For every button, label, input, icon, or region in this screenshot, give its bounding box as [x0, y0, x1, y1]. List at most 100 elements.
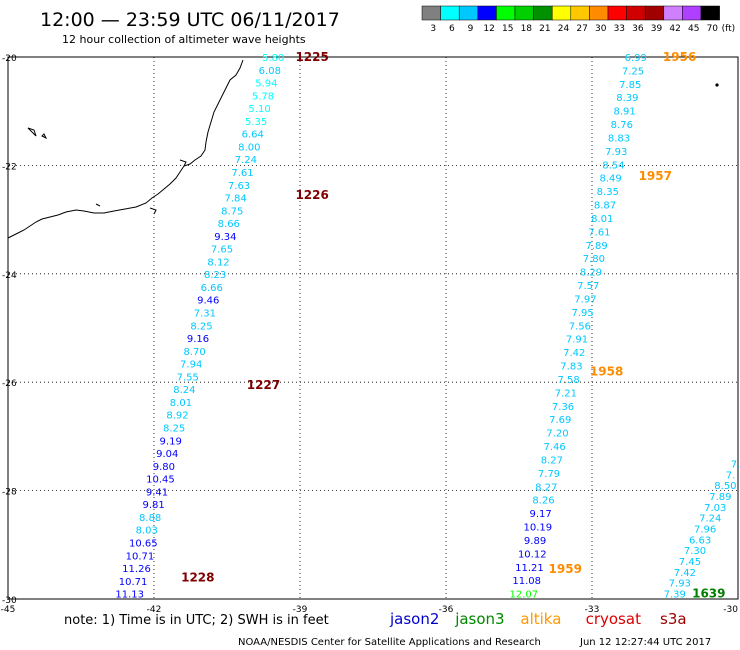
swh-value: 8.87 — [594, 201, 616, 212]
legend-swatch — [551, 5, 572, 21]
swh-value: 8.24 — [173, 385, 195, 396]
swh-value: 7.89 — [585, 241, 607, 252]
swh-value: 9.34 — [214, 232, 236, 243]
swh-value: 8.92 — [166, 411, 188, 422]
legend-bin-label: 30 — [595, 24, 607, 34]
swh-value: 8.91 — [613, 107, 635, 118]
swh-value: 7.69 — [549, 415, 571, 426]
legend-bin-label: 12 — [483, 24, 494, 34]
swh-value: 8.00 — [238, 142, 260, 153]
swh-value: 6.66 — [201, 283, 223, 294]
legend-bin-label: 39 — [651, 24, 663, 34]
legend-swatch — [570, 5, 590, 21]
swh-value: 8.23 — [204, 270, 226, 281]
graticule — [8, 57, 738, 599]
swh-value: 8.01 — [591, 214, 613, 225]
swh-value: 7.58 — [558, 375, 580, 386]
swh-value: 7.42 — [674, 568, 696, 579]
pass-time-label: 1639 — [692, 587, 725, 601]
swh-value: 9.89 — [524, 536, 546, 547]
pass-time-label: 1956 — [663, 50, 696, 64]
swh-value: 7.03 — [704, 503, 726, 514]
swh-value: 8.70 — [183, 347, 205, 358]
swh-value: 7.20 — [546, 429, 568, 440]
swh-value: 8.83 — [608, 133, 630, 144]
legend-bin-label: 3 — [430, 24, 436, 34]
swh-value: 8.35 — [597, 187, 619, 198]
swh-value: 9.19 — [160, 436, 182, 447]
swh-value: 9.41 — [146, 487, 168, 498]
pass-time-label: 1957 — [639, 169, 672, 183]
swh-value: 7.79 — [538, 469, 560, 480]
legend-bin-label: 15 — [502, 24, 513, 34]
legend-swatch — [496, 5, 516, 21]
legend-swatch — [421, 5, 441, 21]
swh-value: 8.54 — [602, 160, 624, 171]
swh-value: 8.88 — [139, 513, 161, 524]
map-frame — [7, 56, 739, 600]
lat-tick-label: -26 — [2, 379, 17, 389]
legend-swatch — [477, 5, 497, 21]
swh-value: 7.93 — [605, 147, 627, 158]
swh-value: 8.12 — [207, 257, 229, 268]
swh-value: 5.80 — [262, 53, 284, 64]
swh-value: 7.84 — [224, 194, 246, 205]
swh-value: 7.45 — [679, 557, 701, 568]
swh-value: 9.04 — [156, 449, 178, 460]
satellite-label: s3a — [660, 610, 687, 628]
page-subtitle: 12 hour collection of altimeter wave hei… — [62, 33, 306, 46]
legend-bin-label: 18 — [521, 24, 533, 34]
swh-value: 9.16 — [187, 334, 209, 345]
swh-value: 7.63 — [228, 181, 250, 192]
legend-swatch — [626, 5, 646, 21]
track-1: 5.80 6.08 5.945.78 5.10 5.35 6.648.00 7.24 7.61… — [115, 50, 329, 601]
swh-value: 7. — [731, 460, 740, 471]
swh-value: 10.45 — [146, 475, 175, 486]
swh-value: 10.71 — [126, 551, 155, 562]
legend-bin-label: 24 — [558, 24, 570, 34]
lon-tick-label: -36 — [439, 605, 454, 615]
track-3: 7.7.8.507.897.037.247.966.637.307.457.42… — [664, 460, 740, 601]
swh-value: 7.46 — [544, 442, 566, 453]
swh-value: 7.31 — [194, 309, 216, 320]
satellite-label: jason2 — [389, 610, 439, 628]
satellite-label: jason3 — [454, 610, 504, 628]
swh-value: 11.26 — [122, 564, 151, 575]
legend-swatch — [440, 5, 460, 21]
track-2: 6.99 7.25 7.85 8.39 8.91 8.76 8.83 7.93 8.54 8.49… — [510, 50, 697, 601]
swh-value: 11.21 — [515, 563, 544, 574]
swh-value: 7. — [726, 470, 736, 481]
lon-tick-label: -45 — [1, 605, 16, 615]
swh-value: 7.61 — [231, 168, 253, 179]
swh-value: 8.26 — [532, 496, 554, 507]
swh-value: 6.99 — [625, 53, 647, 64]
legend-swatch — [514, 5, 534, 21]
swh-value: 8.27 — [541, 455, 563, 466]
swh-value: 7.24 — [235, 155, 257, 166]
swh-value: 11.08 — [512, 576, 541, 587]
swh-value: 7.56 — [569, 321, 591, 332]
swh-value: 8.49 — [599, 174, 621, 185]
legend-swatch — [663, 5, 683, 21]
swh-value: 8.25 — [190, 321, 212, 332]
legend-bin-label: 9 — [468, 24, 474, 34]
swh-value: 7.94 — [180, 360, 202, 371]
legend-swatch — [700, 5, 720, 21]
swh-value: 9.81 — [142, 500, 164, 511]
swh-value: 7.95 — [571, 308, 593, 319]
swh-value: 7.80 — [583, 254, 605, 265]
satellite-label: cryosat — [586, 610, 641, 628]
legend-swatch — [644, 5, 665, 21]
swh-value: 7.93 — [669, 579, 691, 590]
swh-value: 8.76 — [611, 120, 633, 131]
legend-bin-label: 42 — [669, 24, 680, 34]
altimeter-tracks: 5.80 6.08 5.945.78 5.10 5.35 6.648.00 7.24 7.61… — [115, 50, 740, 601]
swh-value: 7.55 — [177, 372, 199, 383]
swh-value: 8.66 — [218, 219, 240, 230]
swh-value: 5.10 — [248, 104, 270, 115]
satellite-legend: jason2 jason3 altika cryosat s3a — [389, 610, 687, 628]
pass-time-label: 1227 — [247, 378, 280, 392]
legend-swatch — [458, 5, 479, 21]
swh-value: 11.13 — [115, 590, 144, 601]
legend-bin-label: 33 — [614, 24, 625, 34]
